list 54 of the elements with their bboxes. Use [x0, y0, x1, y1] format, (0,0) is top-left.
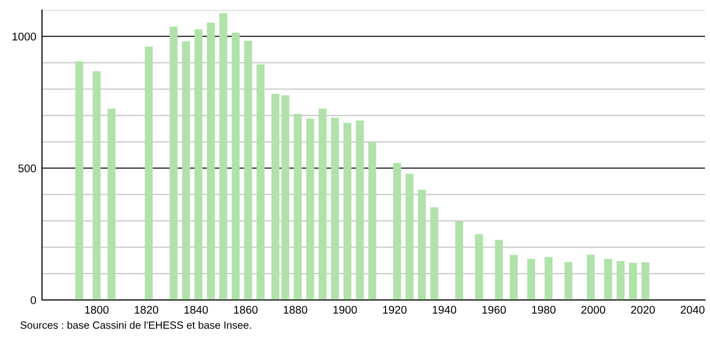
bar	[343, 122, 352, 300]
bar	[604, 258, 612, 300]
bar	[418, 190, 426, 300]
bar	[564, 262, 572, 300]
x-tick-label: 1800	[85, 306, 109, 314]
x-tick-label: 1920	[383, 306, 407, 314]
x-tick-label: 1840	[184, 306, 208, 314]
y-tick-label: 1000	[12, 32, 36, 40]
bar	[294, 114, 302, 300]
x-tick-label: 2040	[680, 306, 705, 314]
bar	[75, 61, 84, 300]
x-tick-label: 1820	[134, 306, 158, 314]
bar	[368, 142, 376, 300]
x-tick-label: 1960	[482, 306, 506, 314]
bar	[393, 162, 402, 300]
bar	[281, 95, 290, 300]
bar	[494, 240, 503, 300]
x-tick-label: 1940	[432, 306, 456, 314]
y-tick-label: 500	[18, 164, 36, 172]
x-tick-label: 1980	[532, 306, 556, 314]
bar	[219, 13, 228, 300]
bar	[544, 257, 553, 300]
bar	[629, 262, 637, 300]
bar	[271, 94, 280, 300]
bar	[232, 32, 240, 300]
bar	[406, 174, 414, 300]
x-tick-label: 1880	[284, 306, 308, 314]
bar	[527, 258, 536, 300]
bar	[430, 207, 438, 300]
bar	[206, 22, 215, 300]
bar	[244, 40, 252, 300]
bar	[194, 29, 202, 300]
bar	[92, 71, 101, 300]
x-tick-label: 1860	[234, 306, 258, 314]
bar	[455, 221, 464, 300]
source-note: Sources : base Cassini de l'EHESS et base Insee.	[20, 321, 251, 329]
bar	[586, 254, 595, 300]
bar	[616, 260, 625, 300]
bar	[318, 108, 327, 300]
x-tick-label: 2000	[581, 306, 606, 314]
bar	[475, 234, 484, 300]
bar	[170, 26, 178, 300]
bar	[356, 120, 364, 300]
bar	[144, 46, 153, 300]
x-tick-label: 1900	[333, 306, 357, 314]
bar	[182, 41, 190, 300]
y-tick-label: 0	[30, 296, 36, 304]
bar	[510, 254, 518, 300]
x-tick-label: 2020	[631, 306, 655, 314]
bar	[256, 64, 264, 300]
bar	[306, 118, 314, 300]
bar	[641, 262, 650, 300]
bar	[108, 108, 116, 300]
bar	[331, 118, 339, 300]
